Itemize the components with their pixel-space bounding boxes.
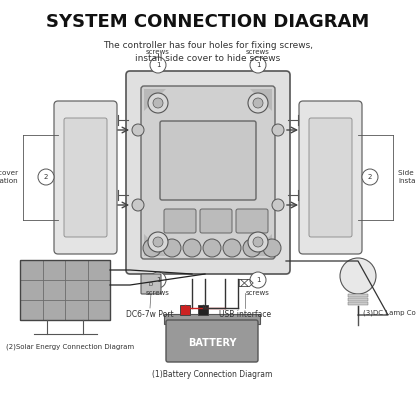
Circle shape (272, 124, 284, 136)
FancyBboxPatch shape (126, 71, 290, 274)
Bar (87, 300, 110, 320)
Circle shape (132, 199, 144, 211)
Bar (20, 280, 42, 300)
Text: 2: 2 (368, 174, 372, 180)
Bar (198, 305, 208, 315)
Text: screws: screws (246, 290, 270, 296)
FancyBboxPatch shape (309, 118, 352, 237)
Circle shape (250, 57, 266, 73)
Text: The controller has four holes for fixing screws,
install side cover to hide scre: The controller has four holes for fixing… (103, 41, 313, 63)
Polygon shape (250, 89, 272, 111)
Text: 1: 1 (156, 277, 160, 283)
Text: screws: screws (146, 290, 170, 296)
Circle shape (148, 232, 168, 252)
Circle shape (150, 57, 166, 73)
Bar (87, 280, 110, 300)
Polygon shape (250, 234, 272, 256)
Circle shape (248, 232, 268, 252)
FancyBboxPatch shape (141, 86, 275, 259)
Text: (2)Solar Energy Connection Diagram: (2)Solar Energy Connection Diagram (6, 344, 134, 351)
Circle shape (148, 93, 168, 113)
Circle shape (153, 98, 163, 108)
Bar (87, 260, 110, 280)
Bar (20, 260, 110, 320)
Text: 1: 1 (256, 62, 260, 68)
Circle shape (163, 239, 181, 257)
Circle shape (250, 272, 266, 288)
Polygon shape (144, 234, 166, 256)
FancyBboxPatch shape (166, 320, 258, 362)
Text: DC6-7w Port: DC6-7w Port (126, 310, 174, 319)
Circle shape (203, 239, 221, 257)
Bar (65, 300, 87, 320)
Text: 1: 1 (256, 277, 260, 283)
Text: Side cover
installation: Side cover installation (0, 170, 18, 184)
Bar (65, 260, 87, 280)
Bar (20, 300, 42, 320)
Circle shape (243, 239, 261, 257)
Circle shape (253, 237, 263, 247)
Circle shape (272, 199, 284, 211)
Circle shape (183, 239, 201, 257)
Bar (348, 298, 368, 301)
FancyBboxPatch shape (141, 274, 161, 294)
Circle shape (263, 239, 281, 257)
Bar (42, 280, 65, 300)
Text: USB interface: USB interface (219, 310, 271, 319)
Circle shape (253, 98, 263, 108)
Bar (180, 305, 190, 315)
FancyBboxPatch shape (200, 209, 232, 233)
Bar (20, 260, 42, 280)
Circle shape (362, 169, 378, 185)
Text: screws: screws (146, 49, 170, 55)
Bar (164, 314, 260, 324)
Circle shape (223, 239, 241, 257)
Circle shape (340, 258, 376, 294)
Circle shape (153, 237, 163, 247)
Text: ⌦: ⌦ (237, 279, 253, 289)
Circle shape (132, 124, 144, 136)
Text: 1: 1 (156, 62, 160, 68)
Text: SYSTEM CONNECTION DIAGRAM: SYSTEM CONNECTION DIAGRAM (46, 13, 370, 31)
Circle shape (143, 239, 161, 257)
Bar (42, 300, 65, 320)
FancyBboxPatch shape (236, 209, 268, 233)
Text: D: D (149, 282, 153, 287)
Bar (348, 302, 368, 305)
Circle shape (38, 169, 54, 185)
FancyBboxPatch shape (64, 118, 107, 237)
FancyBboxPatch shape (164, 209, 196, 233)
Text: Side cover
installation: Side cover installation (398, 170, 416, 184)
Circle shape (150, 272, 166, 288)
FancyBboxPatch shape (160, 121, 256, 200)
Text: BATTERY: BATTERY (188, 338, 236, 348)
Text: screws: screws (246, 49, 270, 55)
Circle shape (248, 93, 268, 113)
Polygon shape (144, 89, 166, 111)
FancyBboxPatch shape (54, 101, 117, 254)
FancyBboxPatch shape (299, 101, 362, 254)
Text: 2: 2 (44, 174, 48, 180)
Text: (3)DC Lamp Connection Diagram: (3)DC Lamp Connection Diagram (363, 310, 416, 317)
Bar (348, 294, 368, 297)
Bar (42, 260, 65, 280)
Text: (1)Battery Connection Diagram: (1)Battery Connection Diagram (152, 370, 272, 379)
Bar (65, 280, 87, 300)
